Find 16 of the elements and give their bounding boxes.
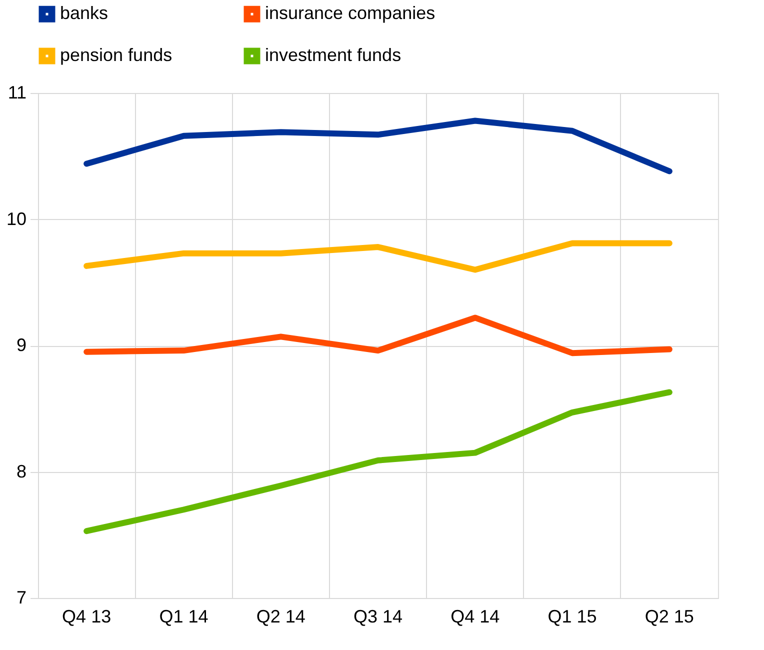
x-tick-label: Q1 14	[159, 606, 208, 626]
y-tick-label: 10	[6, 208, 26, 229]
legend-label: investment funds	[265, 45, 402, 65]
x-tick-label: Q3 14	[353, 606, 403, 626]
y-tick-label: 8	[16, 461, 26, 482]
x-tick-label: Q2 14	[256, 606, 306, 626]
legend-label: insurance companies	[265, 3, 436, 24]
x-tick-label: Q2 15	[644, 606, 694, 626]
legend-label: banks	[60, 3, 108, 24]
y-tick-label: 9	[16, 335, 26, 355]
y-tick-label: 7	[16, 588, 26, 608]
x-tick-label: Q4 13	[62, 606, 112, 626]
legend-label: pension funds	[60, 45, 172, 65]
x-tick-label: Q1 15	[548, 606, 597, 626]
y-tick-label: 11	[8, 82, 26, 102]
x-tick-label: Q4 14	[450, 606, 500, 626]
